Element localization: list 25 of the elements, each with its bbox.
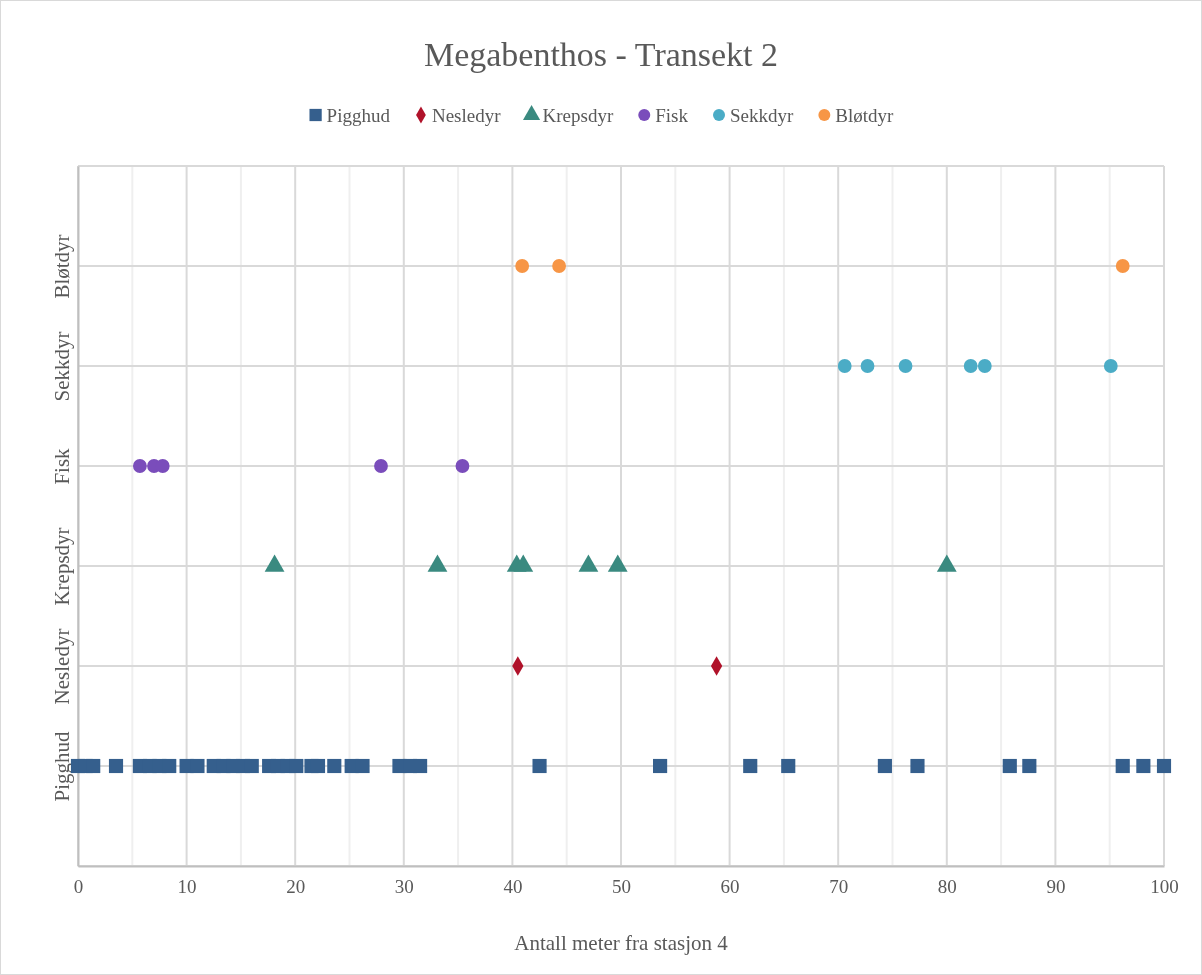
y-tick-label: Fisk	[50, 447, 75, 485]
x-axis-title: Antall meter fra stasjon 4	[514, 931, 729, 955]
legend-label: Krepsdyr	[542, 104, 614, 126]
y-tick-label: Sekkdyr	[50, 331, 75, 402]
x-tick-label: 90	[1046, 876, 1066, 898]
legend-label: Nesledyr	[431, 104, 502, 126]
x-tick-label: 60	[720, 876, 740, 898]
x-tick-label: 30	[394, 876, 414, 898]
y-tick-label: Pigghud	[50, 730, 75, 802]
x-tick-label: 10	[177, 876, 197, 898]
y-tick-label: Nesledyr	[50, 628, 75, 705]
legend-label: Bløtdyr	[835, 104, 895, 126]
x-tick-label: 100	[1150, 876, 1179, 898]
y-tick-label: Bløtdyr	[50, 234, 75, 299]
x-tick-label: 0	[73, 876, 84, 898]
legend-label: Sekkdyr	[730, 104, 795, 126]
x-tick-label: 70	[829, 876, 849, 898]
chart-title: Megabenthos - Transekt 2	[423, 36, 779, 73]
y-tick-label: Krepsdyr	[50, 527, 75, 606]
x-tick-label: 40	[503, 876, 523, 898]
x-tick-label: 80	[937, 876, 957, 898]
x-tick-label: 50	[612, 876, 631, 898]
x-tick-label: 20	[286, 876, 306, 898]
legend-label: Fisk	[655, 104, 689, 126]
legend-label: Pigghud	[326, 104, 391, 126]
